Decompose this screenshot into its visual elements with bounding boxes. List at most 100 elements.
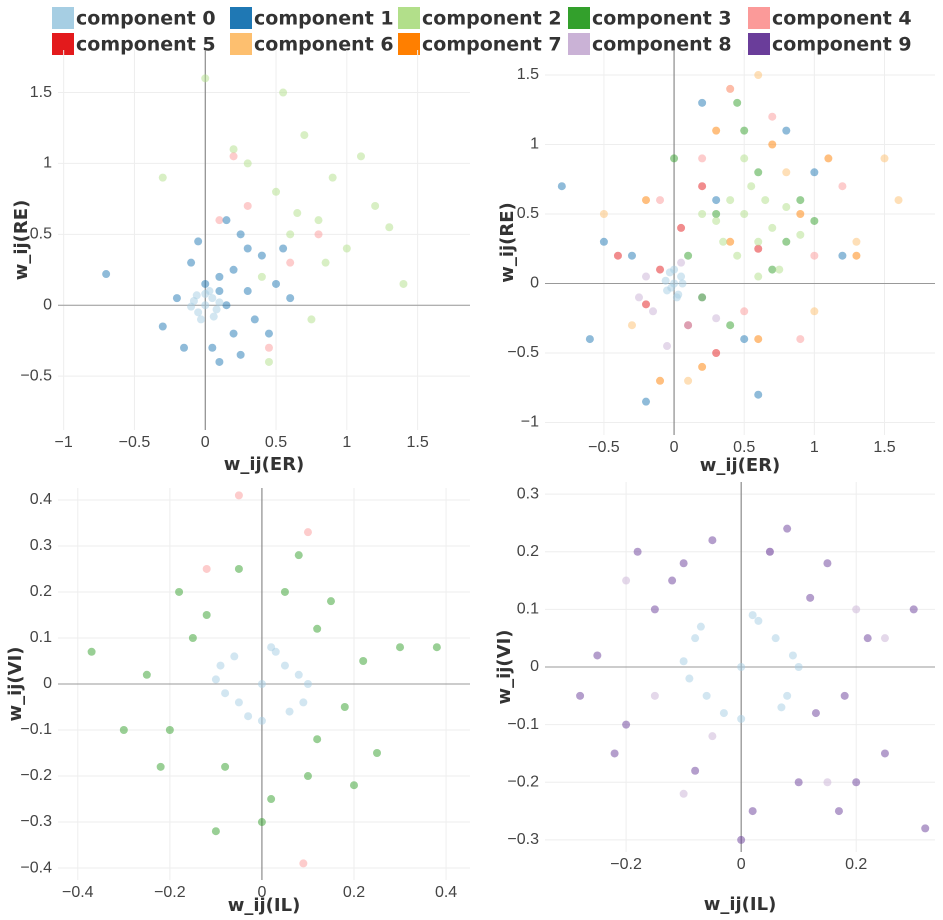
point	[754, 168, 763, 177]
y-tick-label: −0.2	[507, 773, 539, 790]
point	[810, 251, 819, 260]
point	[737, 714, 746, 723]
legend-label: component 8	[592, 34, 732, 56]
point	[264, 343, 273, 352]
point	[748, 807, 757, 816]
legend-label: component 9	[772, 34, 912, 56]
y-tick-label: 0	[530, 658, 539, 675]
point	[175, 587, 184, 596]
point	[280, 661, 289, 670]
point	[771, 634, 780, 643]
legend-swatch	[748, 7, 770, 29]
y-tick-label: −0.1	[507, 716, 539, 733]
point	[633, 547, 642, 556]
point	[794, 778, 803, 787]
x-axis-title: w_ij(IL)	[228, 895, 301, 916]
point	[834, 807, 843, 816]
point	[656, 265, 665, 274]
point	[202, 564, 211, 573]
x-tick-label: −0.5	[588, 439, 620, 456]
point	[229, 145, 238, 154]
point	[661, 276, 670, 285]
legend-label: component 1	[254, 8, 394, 30]
point	[754, 244, 763, 253]
point	[194, 237, 203, 246]
point	[921, 824, 930, 833]
point	[215, 357, 224, 366]
legend-label: component 5	[76, 34, 216, 56]
point	[294, 551, 303, 560]
point	[215, 272, 224, 281]
point	[201, 279, 210, 288]
point	[712, 348, 721, 357]
point	[810, 216, 819, 225]
point	[229, 152, 238, 161]
point	[768, 112, 777, 121]
point	[668, 576, 677, 585]
point	[385, 223, 394, 232]
point	[691, 766, 700, 775]
point	[679, 559, 688, 568]
point	[303, 772, 312, 781]
point	[267, 643, 276, 652]
point	[267, 795, 276, 804]
point	[782, 126, 791, 135]
subplot: −0.4 −0.2 0 0.2 0.4 −0.4 −0.3 −0.2 −0.1 0 0.1 0.2 0.…	[5, 488, 470, 916]
point	[272, 187, 281, 196]
point	[212, 305, 221, 314]
point	[677, 223, 686, 232]
point	[777, 703, 786, 712]
point	[810, 168, 819, 177]
point	[432, 643, 441, 652]
y-tick-label: −1	[521, 414, 539, 431]
point	[733, 251, 742, 260]
point	[740, 126, 749, 135]
point	[679, 657, 688, 666]
x-tick-label: 1	[342, 434, 351, 451]
point	[796, 210, 805, 219]
legend-swatch	[230, 7, 252, 29]
point	[230, 652, 239, 661]
point	[737, 663, 746, 671]
x-tick-label: −1	[55, 434, 73, 451]
y-tick-label: 0.5	[30, 226, 52, 243]
point	[796, 196, 805, 205]
point	[838, 182, 847, 191]
point	[642, 397, 651, 406]
point	[285, 707, 294, 716]
y-tick-label: 1	[530, 136, 539, 153]
point	[211, 827, 220, 836]
point	[243, 244, 252, 253]
point	[279, 88, 288, 97]
point	[823, 559, 832, 568]
point	[650, 691, 659, 700]
point	[257, 818, 266, 827]
point	[622, 576, 631, 585]
point	[685, 674, 694, 683]
point	[823, 778, 832, 787]
point	[299, 859, 308, 868]
point	[811, 709, 820, 718]
point	[243, 287, 252, 296]
point	[119, 726, 128, 735]
legend-swatch	[398, 7, 420, 29]
point	[229, 265, 238, 274]
x-axis-title: w_ij(ER)	[224, 454, 305, 475]
point	[557, 182, 566, 191]
point	[712, 196, 721, 205]
legend-swatch	[748, 33, 770, 55]
point	[158, 322, 167, 331]
y-axis-title: w_ij(VI)	[5, 646, 26, 721]
point	[201, 301, 210, 310]
x-tick-label: 1.5	[873, 439, 895, 456]
point	[234, 698, 243, 707]
point	[399, 279, 408, 288]
point	[593, 651, 602, 660]
subplot: −1 −0.5 0 0.5 1 1.5 −0.5 0 0.5 1 1.5 w_ij(ER) w_ij(R…	[11, 50, 470, 475]
point	[852, 778, 861, 787]
x-tick-label: 1	[810, 439, 819, 456]
point	[698, 293, 707, 302]
point	[733, 98, 742, 107]
legend-label: component 4	[772, 8, 912, 30]
